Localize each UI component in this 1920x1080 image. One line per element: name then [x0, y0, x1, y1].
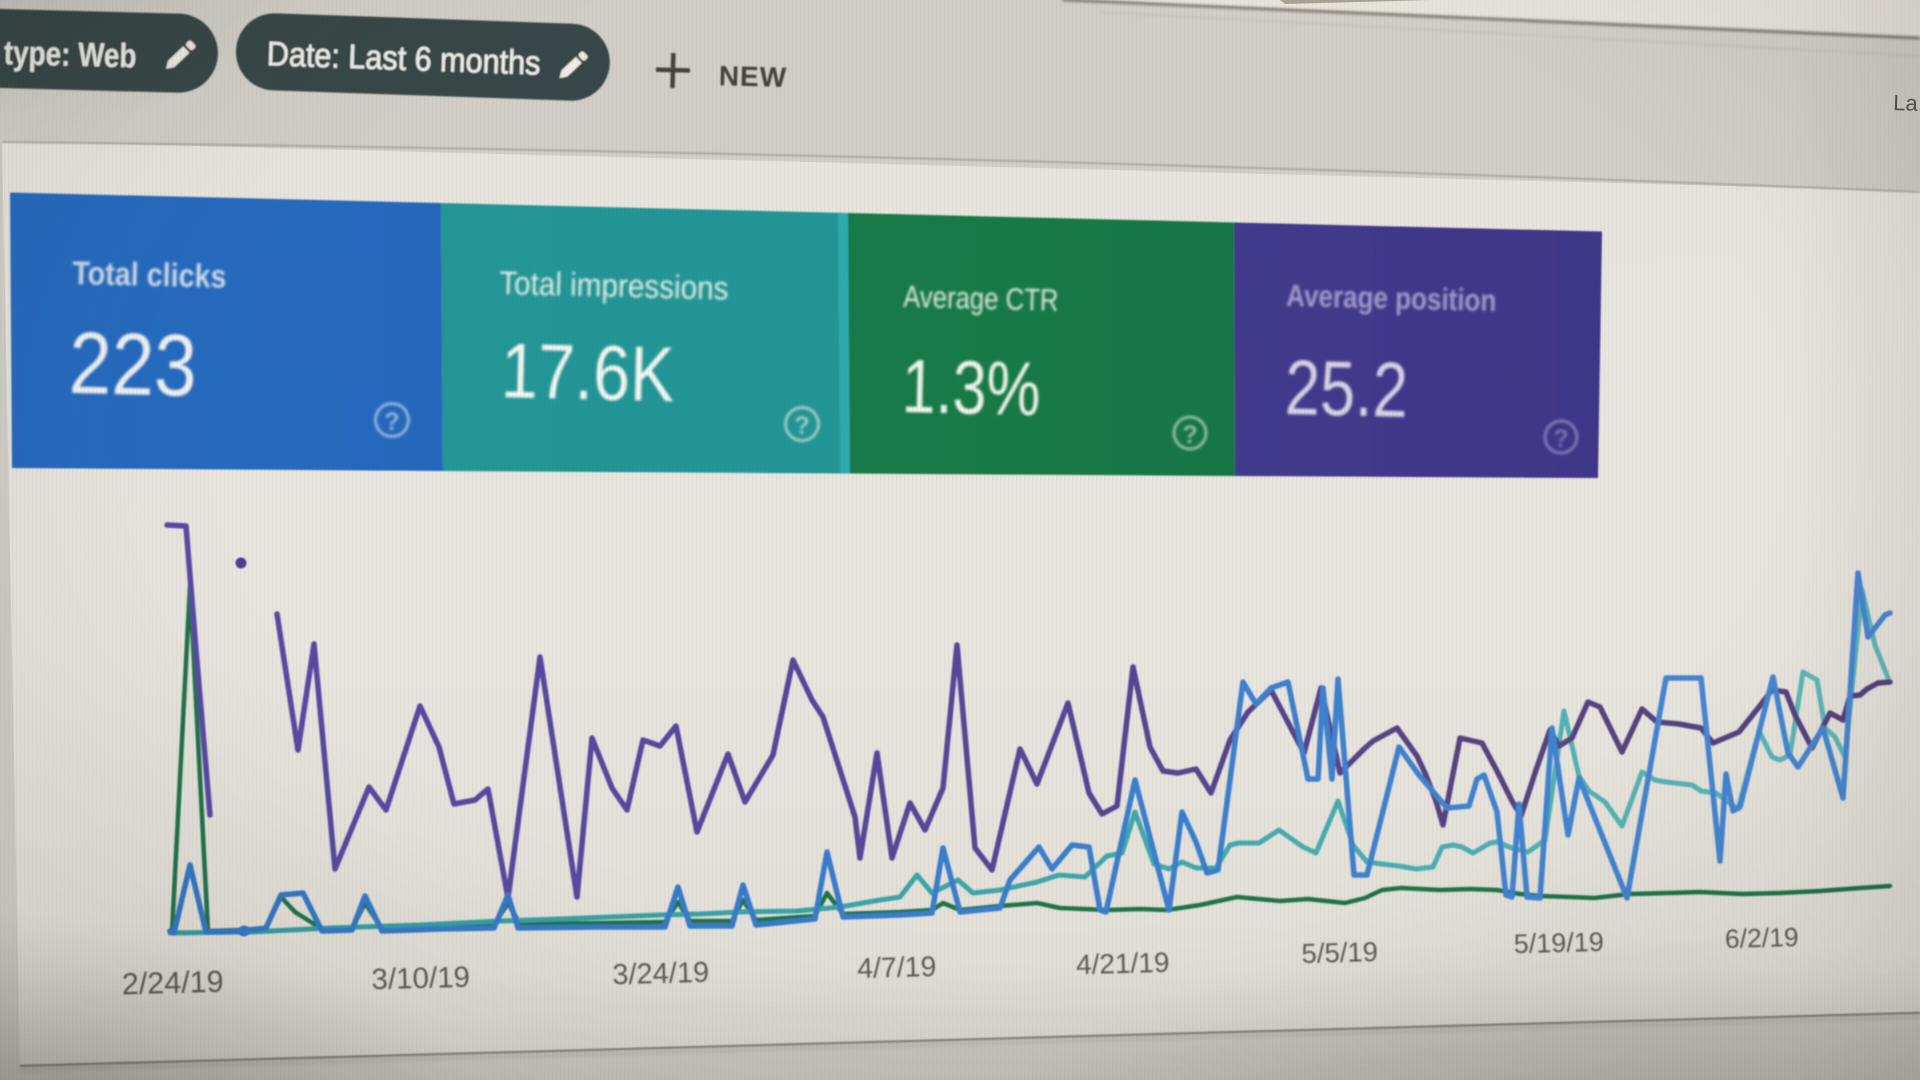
svg-text:17.6K: 17.6K	[500, 327, 675, 418]
svg-text:NEW: NEW	[718, 60, 787, 93]
svg-text:?: ?	[1182, 421, 1197, 449]
svg-text:Date: Last 6 months: Date: Last 6 months	[266, 35, 541, 82]
svg-text:3/24/19: 3/24/19	[612, 957, 710, 992]
svg-text:type: Web: type: Web	[3, 33, 137, 75]
svg-text:6/2/19: 6/2/19	[1725, 922, 1799, 954]
svg-text:Average position: Average position	[1286, 279, 1497, 319]
svg-text:1.3%: 1.3%	[901, 344, 1042, 432]
svg-text:?: ?	[1553, 425, 1568, 453]
svg-text:5/5/19: 5/5/19	[1301, 936, 1378, 969]
svg-text:Average CTR: Average CTR	[903, 280, 1059, 319]
svg-text:4/7/19: 4/7/19	[857, 951, 937, 985]
svg-text:223: 223	[68, 314, 198, 415]
svg-text:3/10/19: 3/10/19	[371, 961, 470, 997]
svg-text:2/24/19: 2/24/19	[121, 965, 224, 1002]
svg-text:5/19/19: 5/19/19	[1513, 927, 1604, 959]
svg-text:4/21/19: 4/21/19	[1076, 947, 1170, 980]
svg-text:?: ?	[794, 412, 809, 440]
svg-text:?: ?	[384, 408, 399, 436]
svg-text:La: La	[1893, 90, 1919, 116]
svg-text:Total impressions: Total impressions	[499, 265, 729, 307]
svg-text:25.2: 25.2	[1284, 345, 1409, 435]
svg-text:Total clicks: Total clicks	[72, 254, 227, 295]
